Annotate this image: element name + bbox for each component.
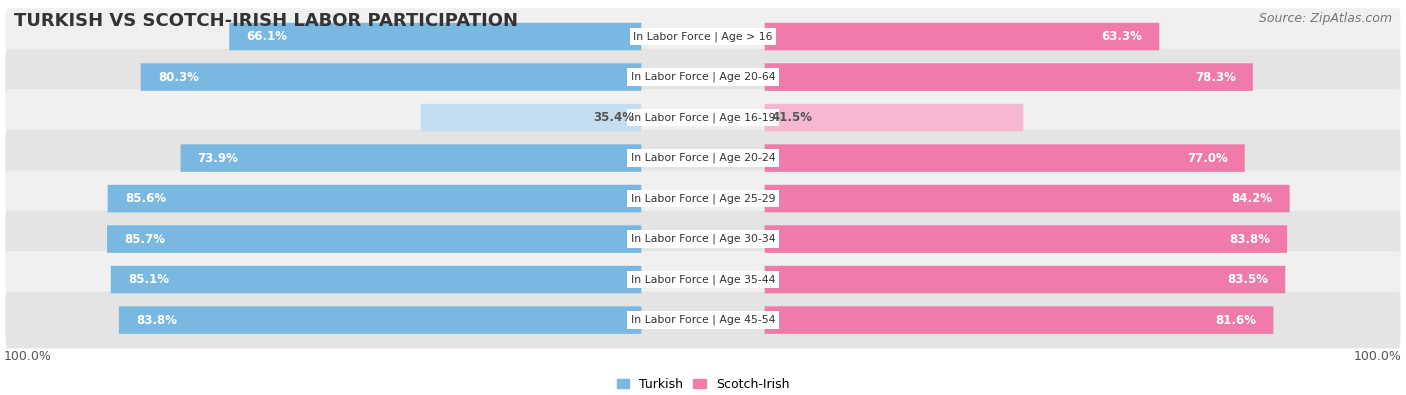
Text: 85.1%: 85.1% (128, 273, 169, 286)
Text: 66.1%: 66.1% (246, 30, 287, 43)
Text: 73.9%: 73.9% (198, 152, 239, 165)
FancyBboxPatch shape (420, 104, 641, 132)
Text: 85.6%: 85.6% (125, 192, 166, 205)
Text: 77.0%: 77.0% (1187, 152, 1227, 165)
FancyBboxPatch shape (6, 49, 1400, 105)
Text: In Labor Force | Age 45-54: In Labor Force | Age 45-54 (631, 315, 775, 325)
FancyBboxPatch shape (765, 63, 1253, 91)
FancyBboxPatch shape (765, 266, 1285, 293)
FancyBboxPatch shape (6, 130, 1400, 186)
FancyBboxPatch shape (107, 225, 641, 253)
FancyBboxPatch shape (765, 23, 1160, 50)
Text: 83.8%: 83.8% (136, 314, 177, 327)
FancyBboxPatch shape (765, 104, 1024, 132)
Text: In Labor Force | Age 25-29: In Labor Force | Age 25-29 (631, 193, 775, 204)
Text: 81.6%: 81.6% (1215, 314, 1257, 327)
FancyBboxPatch shape (6, 292, 1400, 348)
FancyBboxPatch shape (765, 307, 1274, 334)
Text: 80.3%: 80.3% (157, 71, 198, 84)
FancyBboxPatch shape (229, 23, 641, 50)
FancyBboxPatch shape (111, 266, 641, 293)
Text: 83.8%: 83.8% (1229, 233, 1270, 246)
Text: 100.0%: 100.0% (4, 350, 52, 363)
Text: TURKISH VS SCOTCH-IRISH LABOR PARTICIPATION: TURKISH VS SCOTCH-IRISH LABOR PARTICIPAT… (14, 12, 517, 30)
FancyBboxPatch shape (765, 225, 1286, 253)
Text: 63.3%: 63.3% (1101, 30, 1142, 43)
FancyBboxPatch shape (765, 144, 1244, 172)
FancyBboxPatch shape (6, 89, 1400, 146)
Text: In Labor Force | Age > 16: In Labor Force | Age > 16 (633, 31, 773, 42)
FancyBboxPatch shape (141, 63, 641, 91)
Text: In Labor Force | Age 35-44: In Labor Force | Age 35-44 (631, 275, 775, 285)
Text: 78.3%: 78.3% (1195, 71, 1236, 84)
FancyBboxPatch shape (6, 8, 1400, 65)
Text: 35.4%: 35.4% (593, 111, 634, 124)
Text: 83.5%: 83.5% (1227, 273, 1268, 286)
FancyBboxPatch shape (180, 144, 641, 172)
FancyBboxPatch shape (6, 251, 1400, 308)
FancyBboxPatch shape (108, 185, 641, 213)
Text: In Labor Force | Age 20-24: In Labor Force | Age 20-24 (631, 153, 775, 163)
Legend: Turkish, Scotch-Irish: Turkish, Scotch-Irish (612, 373, 794, 395)
Text: 84.2%: 84.2% (1232, 192, 1272, 205)
FancyBboxPatch shape (765, 185, 1289, 213)
Text: Source: ZipAtlas.com: Source: ZipAtlas.com (1258, 12, 1392, 25)
FancyBboxPatch shape (120, 307, 641, 334)
Text: 85.7%: 85.7% (124, 233, 165, 246)
Text: 100.0%: 100.0% (1354, 350, 1402, 363)
FancyBboxPatch shape (6, 170, 1400, 227)
Text: 41.5%: 41.5% (772, 111, 813, 124)
FancyBboxPatch shape (6, 211, 1400, 267)
Text: In Labor Force | Age 30-34: In Labor Force | Age 30-34 (631, 234, 775, 245)
Text: In Labor Force | Age 20-64: In Labor Force | Age 20-64 (631, 72, 775, 82)
Text: In Labor Force | Age 16-19: In Labor Force | Age 16-19 (631, 112, 775, 123)
